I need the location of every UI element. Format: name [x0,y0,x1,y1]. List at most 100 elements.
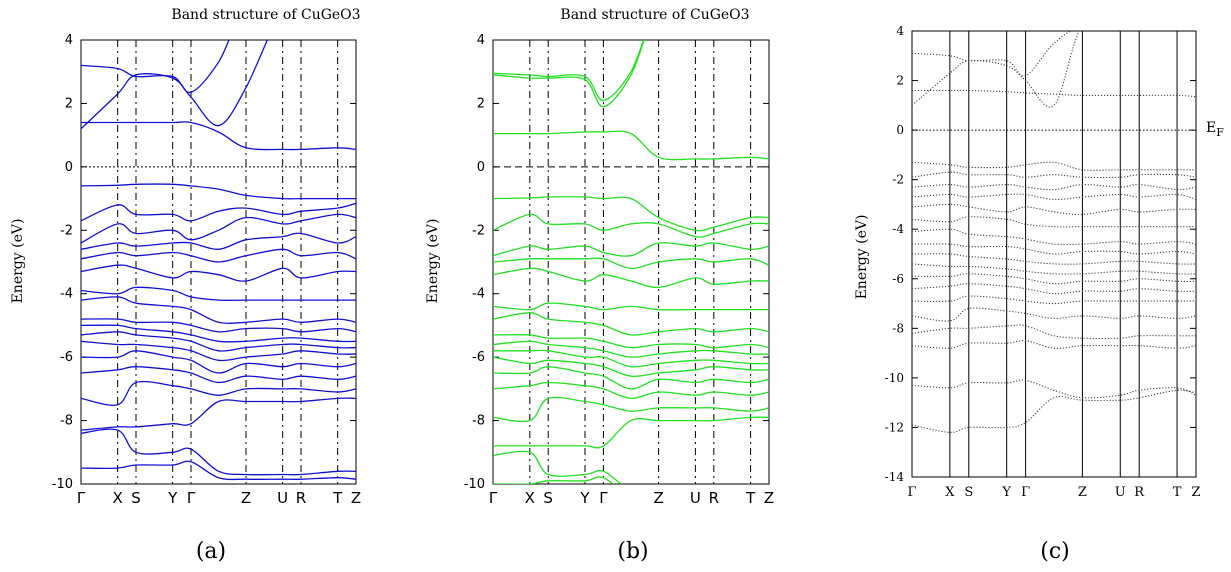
band-line [912,216,1196,228]
panel-a-plot: 420-2-4-6-8-10Γ X S Y Γ Z U R T Z [52,33,361,507]
panel-b-title: Band structure of CuGeO3 [560,7,749,23]
band-line [912,171,1196,179]
band-line [912,243,1196,255]
kpoint-label: X [945,485,955,500]
band-line [81,380,356,406]
fermi-label-main: E [1206,120,1216,136]
band-line [81,397,356,431]
kpoint-label: Y [167,489,178,507]
panel-b: Band structure of CuGeO3 Energy (eV) 4 2 0… [425,7,774,564]
kpoint-label: S [131,489,141,507]
band-line [912,340,1196,349]
fermi-label-sub: F [1216,126,1224,139]
band-line [81,366,356,384]
band-line [493,396,769,423]
band-line [81,248,356,263]
kpoint-label: Γ [187,489,196,507]
band-line [912,273,1196,285]
band-line [493,130,769,161]
kpoint-label: Z [1191,485,1200,500]
panel-a: Band structure of CuGeO3 Energy (eV) 4 2 0… [10,7,361,564]
band-line [81,460,356,481]
panel-a-title: Band structure of CuGeO3 [171,7,360,23]
band-line [81,183,356,200]
band-line [912,161,1196,171]
kpoint-label: Γ [77,489,86,507]
band-line [493,257,769,269]
y-tick-label: -4 [892,222,904,236]
y-tick-label: 4 [65,33,73,48]
kpoint-label: R [296,489,306,507]
band-line [493,334,769,349]
kpoint-label: T [745,489,756,507]
kpoint-label: X [525,489,535,507]
band-line [81,213,356,244]
panel-c-caption: (c) [1040,539,1070,564]
kpoint-label: S [964,485,973,500]
kpoint-label: T [332,489,343,507]
y-tick-label: 2 [477,96,485,111]
band-line [912,184,1196,191]
band-line [81,331,356,352]
band-line [493,242,769,257]
band-line [81,286,356,301]
band-line [81,428,356,476]
band-line [81,121,356,151]
y-tick-label: -8 [60,414,73,429]
kpoint-label: Z [764,489,774,507]
panel-a-caption: (a) [196,539,226,564]
y-tick-label: 2 [896,74,904,88]
kpoint-label: Z [241,489,251,507]
y-tick-label: -8 [472,414,485,429]
band-line [493,340,769,358]
kpoint-label: Y [1001,485,1011,500]
y-tick-label: -2 [60,223,73,238]
y-tick-label: -12 [885,420,904,434]
band-line [912,31,1080,108]
fermi-label: EF [1206,120,1224,139]
band-line [912,283,1196,295]
band-line [493,302,769,311]
band-line [493,267,769,289]
panel-a-ylabel: Energy (eV) [10,219,26,304]
kpoint-label: Γ [907,485,916,500]
kpoint-label: Z [351,489,361,507]
kpoint-label: Y [579,489,590,507]
band-line [493,476,615,484]
y-tick-label: 0 [65,160,73,175]
band-line [912,295,1196,305]
band-line [493,349,769,368]
band-line [912,379,1196,399]
band-line [81,40,230,94]
band-line [81,318,356,333]
panel-c-plot: 420-2-4-6-8-10-12-14Γ X S Y Γ Z U R T Z [885,24,1201,500]
band-line [81,232,356,250]
panel-c: Energy (eV) 420-2-4-6-8-10-12-14Γ X S Y Γ Z U R… [854,24,1224,564]
band-line [912,389,1196,433]
kpoint-label: R [1134,485,1145,500]
band-line [493,196,769,232]
band-line [81,40,268,130]
band-line [81,296,356,325]
band-line [912,228,1196,246]
band-line [493,213,769,238]
y-tick-label: -14 [885,470,905,484]
y-tick-label: 4 [896,24,904,38]
kpoint-label: U [690,489,701,507]
band-line [493,416,769,449]
y-tick-label: -10 [464,477,485,492]
y-tick-label: 4 [477,33,485,48]
band-line [912,193,1196,201]
y-tick-label: -2 [472,223,485,238]
panel-b-caption: (b) [617,539,648,564]
y-tick-label: -6 [892,272,904,286]
band-line [912,203,1196,216]
kpoint-label: Γ [599,489,608,507]
band-line [81,350,356,374]
y-tick-label: -6 [60,350,73,365]
kpoint-label: Z [653,489,663,507]
band-line [912,307,1196,322]
band-line [493,312,769,336]
y-tick-label: -4 [472,287,485,302]
